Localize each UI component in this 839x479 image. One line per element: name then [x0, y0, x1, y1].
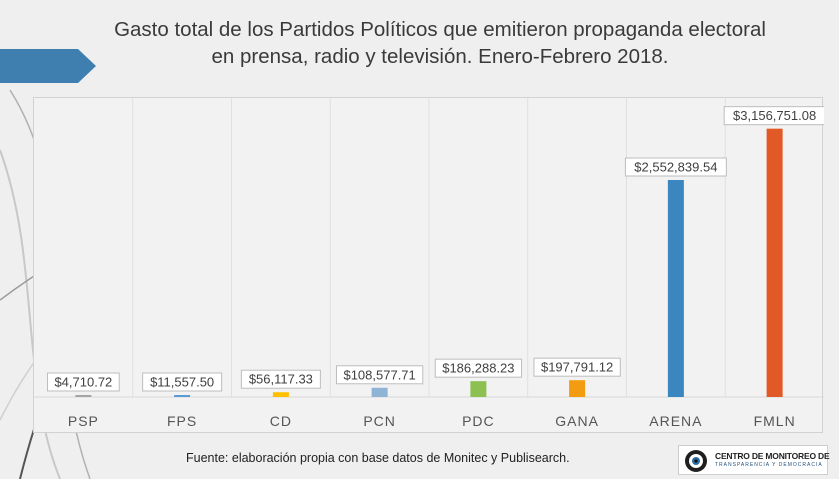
title-line-1: Gasto total de los Partidos Políticos qu… [114, 18, 766, 41]
data-label: $3,156,751.08 [733, 108, 816, 123]
category-label: PSP [68, 413, 99, 429]
logo-tagline: TRANSPARENCIA Y DEMOCRACIA [715, 462, 823, 468]
category-label: GANA [555, 413, 599, 429]
bar-psp [75, 395, 92, 397]
bar-arena [667, 180, 684, 397]
data-label-box [240, 369, 321, 389]
data-label: $11,557.50 [150, 375, 214, 390]
data-label: $56,117.33 [249, 372, 313, 387]
data-label: $2,552,839.54 [634, 160, 717, 175]
data-label-box [624, 157, 727, 177]
eye-icon [685, 450, 707, 472]
title-line-2: en prensa, radio y televisión. Enero-Feb… [211, 45, 669, 68]
category-label: CD [270, 413, 292, 429]
category-label: ARENA [649, 413, 702, 429]
data-label: $108,577.71 [343, 367, 415, 382]
data-label-box [533, 357, 621, 377]
category-label: FPS [167, 413, 197, 429]
chart-title: Gasto total de los Partidos Políticos qu… [40, 16, 839, 70]
data-label: $197,791.12 [541, 360, 613, 375]
data-label-box [723, 106, 824, 126]
data-label: $4,710.72 [54, 375, 112, 390]
plot-area: $4,710.72 PSP $11,557.50 FPS $56,117.33 CD $10… [33, 97, 824, 433]
logo-name: CENTRO DE MONITOREO DE [715, 451, 830, 461]
data-label-box [434, 358, 523, 378]
category-label: PCN [363, 413, 396, 429]
bar-chart: $4,710.72 PSP $11,557.50 FPS $56,117.33 CD $10… [34, 98, 824, 429]
bar-pcn [371, 387, 388, 397]
bar-gana [569, 380, 586, 397]
data-label-box [142, 372, 223, 392]
bar-fps [174, 395, 191, 397]
data-label-box [335, 365, 424, 385]
organization-logo: CENTRO DE MONITOREO DE TRANSPARENCIA Y D… [678, 445, 830, 475]
data-label: $186,288.23 [442, 361, 514, 376]
category-label: PDC [462, 413, 495, 429]
arrow-banner-shape [0, 49, 96, 83]
bar-pdc [470, 381, 487, 397]
bar-cd [272, 392, 289, 397]
category-label: FMLN [754, 413, 796, 429]
data-label-box [47, 372, 120, 392]
bar-fmln [766, 128, 783, 398]
source-note: Fuente: elaboración propia con base dato… [186, 451, 570, 465]
